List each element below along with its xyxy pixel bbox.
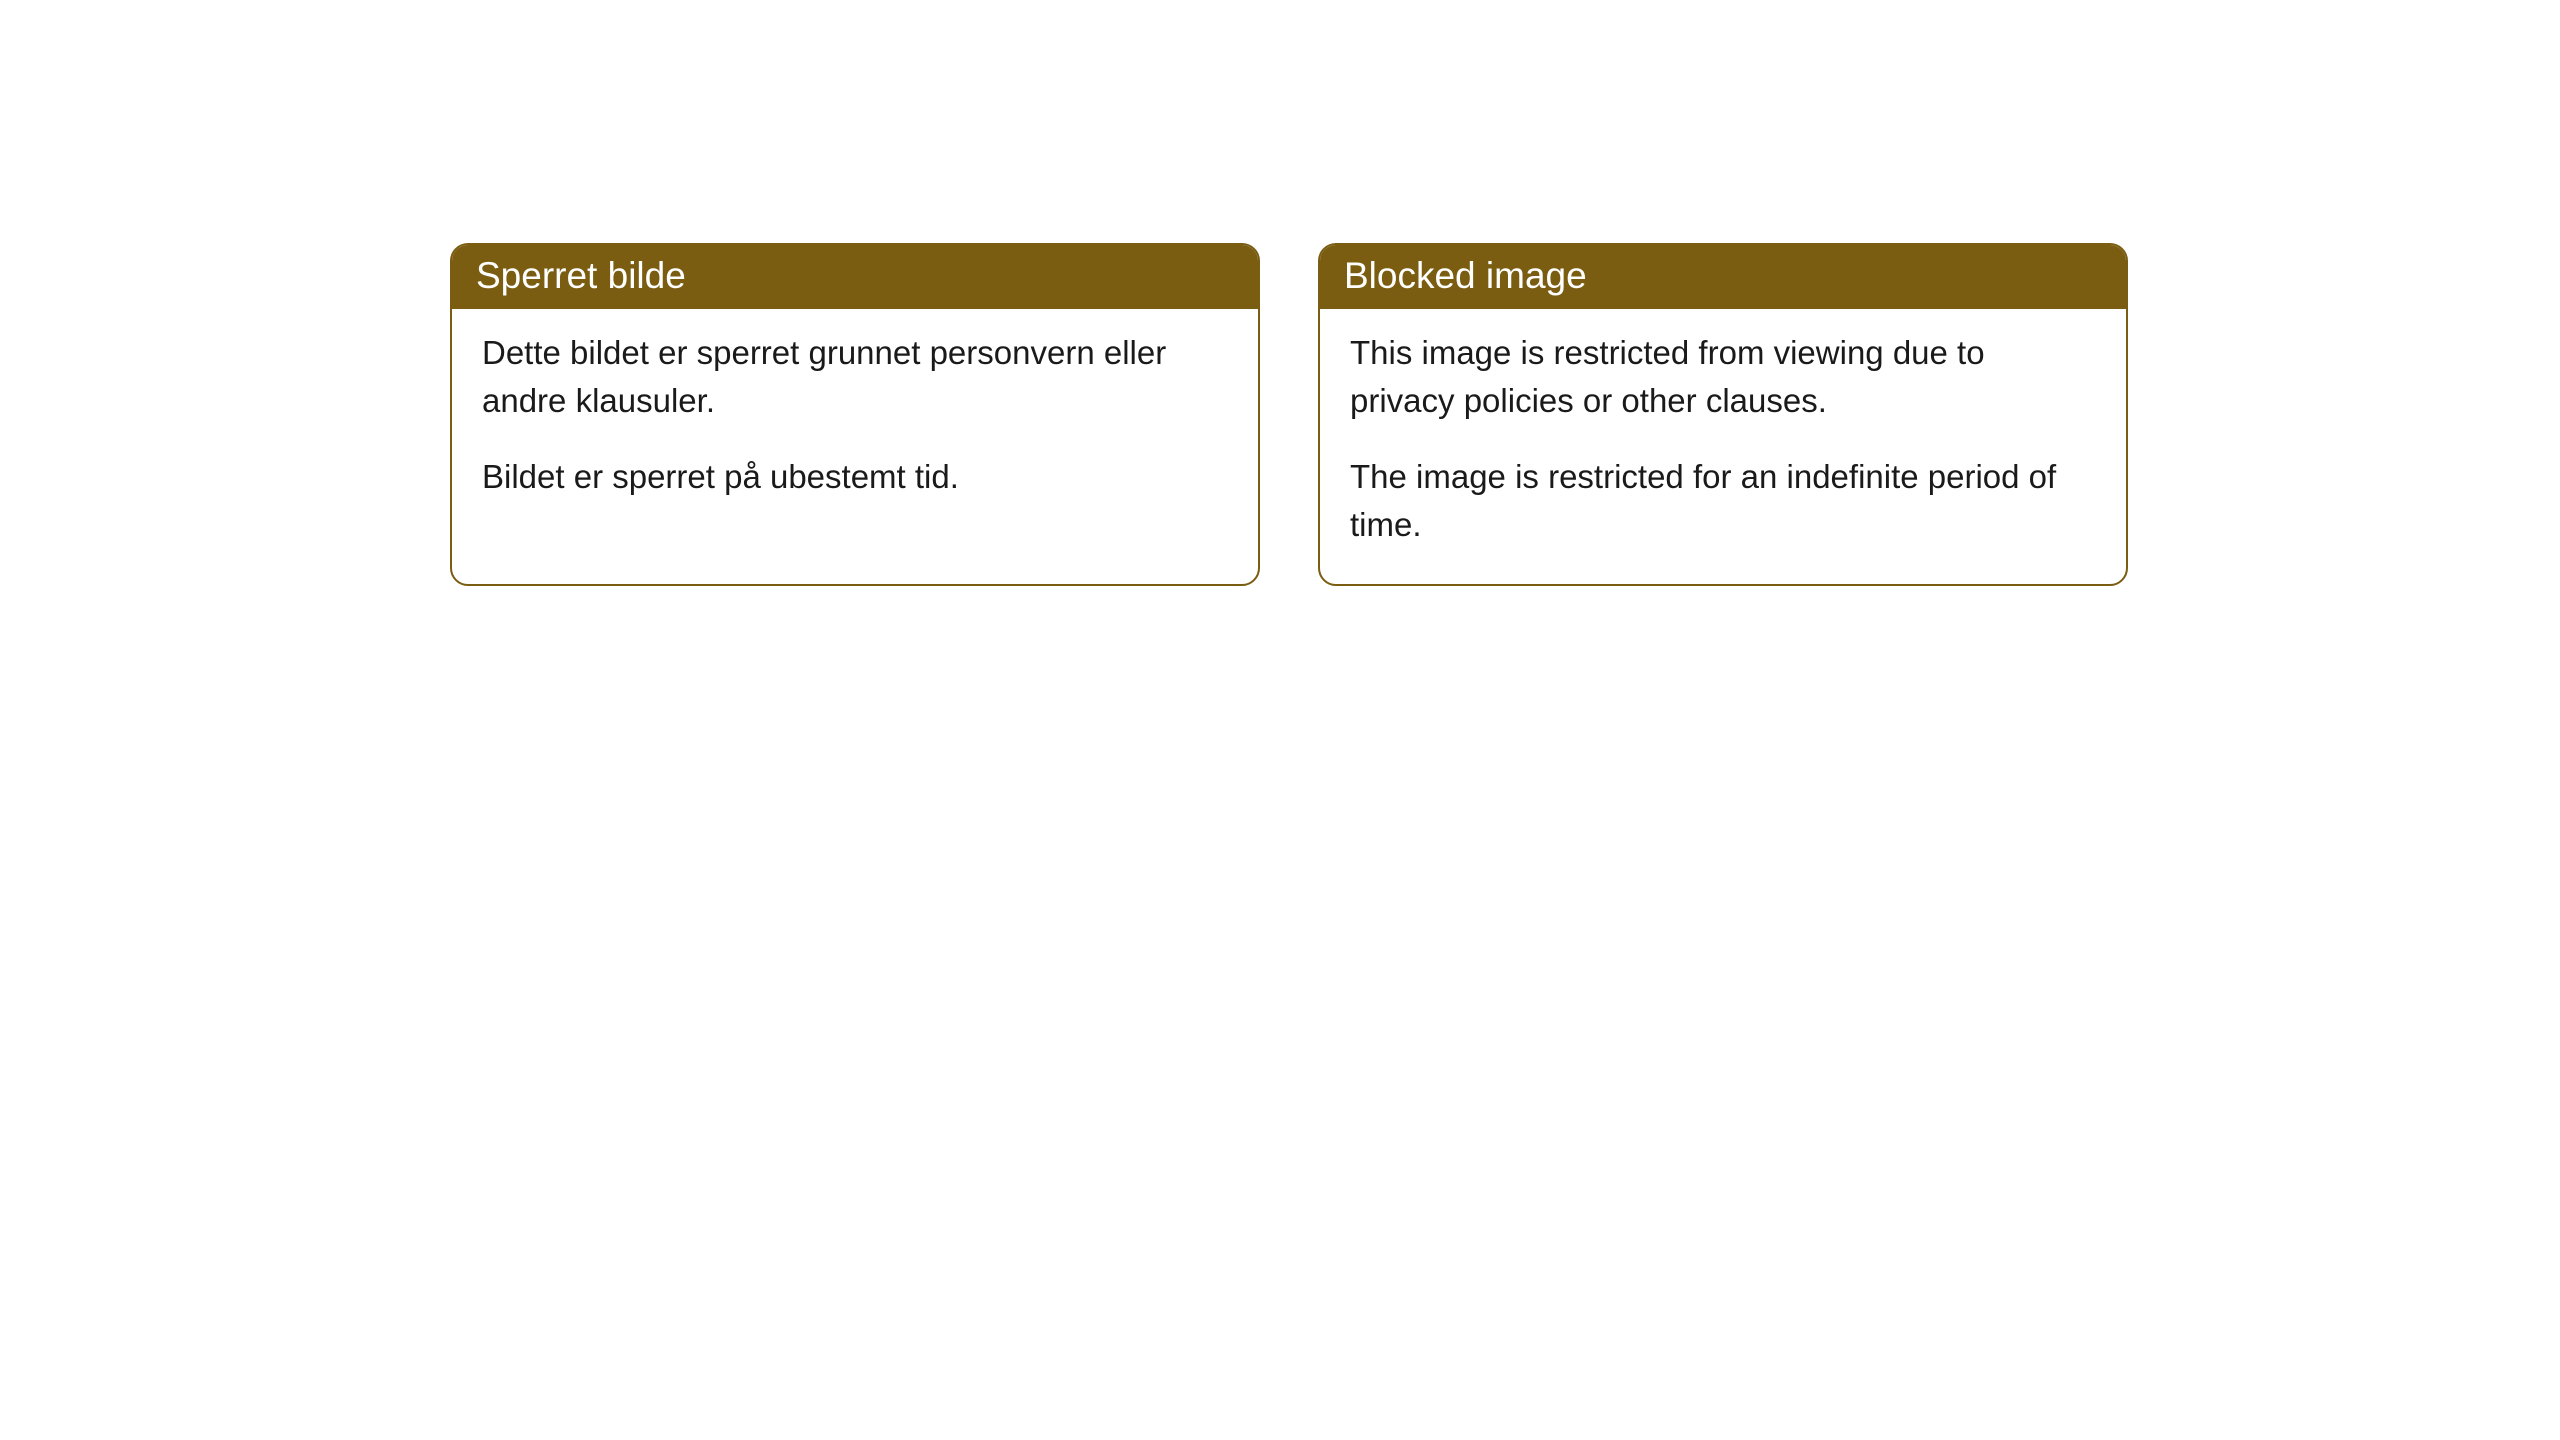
notice-body-norwegian: Dette bildet er sperret grunnet personve…	[452, 309, 1258, 537]
notice-body-english: This image is restricted from viewing du…	[1320, 309, 2126, 584]
notice-paragraph: Dette bildet er sperret grunnet personve…	[482, 329, 1228, 425]
notice-header-norwegian: Sperret bilde	[452, 245, 1258, 309]
notice-card-english: Blocked image This image is restricted f…	[1318, 243, 2128, 586]
notice-paragraph: This image is restricted from viewing du…	[1350, 329, 2096, 425]
notice-card-norwegian: Sperret bilde Dette bildet er sperret gr…	[450, 243, 1260, 586]
notice-header-english: Blocked image	[1320, 245, 2126, 309]
notice-paragraph: Bildet er sperret på ubestemt tid.	[482, 453, 1228, 501]
notice-paragraph: The image is restricted for an indefinit…	[1350, 453, 2096, 549]
notice-container: Sperret bilde Dette bildet er sperret gr…	[450, 243, 2128, 586]
